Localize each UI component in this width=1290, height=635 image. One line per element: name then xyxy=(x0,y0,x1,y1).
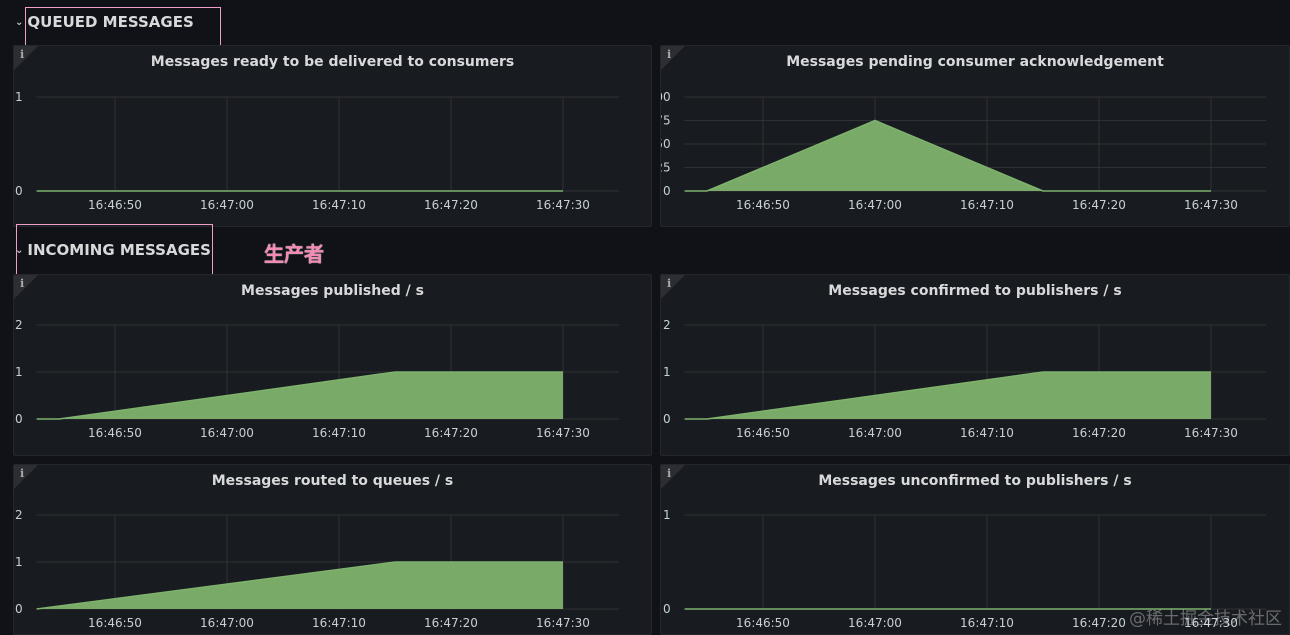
x-tick-label: 16:47:00 xyxy=(848,426,902,440)
chart: 0 1 16:46:50 16:47:00 16:47:10 16:47:20 16:47:… xyxy=(663,508,1266,630)
panel-corner xyxy=(14,46,38,70)
series-line xyxy=(36,561,563,610)
panel-confirmed[interactable]: i Messages confirmed to publishers / s 0… xyxy=(660,274,1290,456)
x-tick-label: 16:47:10 xyxy=(960,616,1014,630)
y-tick-label: 0 xyxy=(15,412,23,426)
x-tick-label: 16:46:50 xyxy=(88,198,142,212)
x-tick-label: 16:47:20 xyxy=(1072,426,1126,440)
watermark: @稀土掘金技术社区 xyxy=(1129,609,1282,629)
y-tick-label: 2 xyxy=(15,508,23,522)
series-area xyxy=(36,372,564,419)
chart: 0 1 2 16:46:50 16:47:00 16:47:10 16:47:20 16:47… xyxy=(15,508,619,630)
y-tick-label: 1 xyxy=(15,365,23,379)
y-tick-label: 1 xyxy=(663,365,671,379)
x-tick-label: 16:46:50 xyxy=(736,198,790,212)
x-tick-label: 16:47:10 xyxy=(312,426,366,440)
x-tick-label: 16:47:10 xyxy=(312,198,366,212)
y-tick-label: 100 xyxy=(661,90,671,104)
y-tick-label: 50 xyxy=(661,137,671,151)
x-tick-label: 16:47:10 xyxy=(960,198,1014,212)
panel-corner xyxy=(661,275,685,299)
series-line xyxy=(684,371,1211,420)
row-header-incoming[interactable]: ⌄ INCOMING MESSAGES xyxy=(15,238,211,262)
x-tick-label: 16:47:20 xyxy=(424,616,478,630)
chart: 0 1 2 16:46:50 16:47:00 16:47:10 16:47:20 16:47… xyxy=(663,318,1266,440)
y-tick-label: 1 xyxy=(15,555,23,569)
y-tick-label: 0 xyxy=(15,184,23,198)
series-area xyxy=(684,120,1211,191)
x-tick-label: 16:47:20 xyxy=(1072,616,1126,630)
x-tick-label: 16:47:30 xyxy=(536,426,590,440)
x-tick-label: 16:47:00 xyxy=(200,616,254,630)
y-tick-label: 75 xyxy=(661,114,671,128)
x-tick-label: 16:46:50 xyxy=(736,426,790,440)
x-tick-label: 16:47:30 xyxy=(1184,198,1238,212)
x-tick-label: 16:47:00 xyxy=(200,198,254,212)
annotation-label: 生产者 xyxy=(264,242,324,266)
x-tick-label: 16:46:50 xyxy=(736,616,790,630)
series-line xyxy=(36,371,563,420)
panel-corner xyxy=(14,465,38,489)
row-title: INCOMING MESSAGES xyxy=(27,241,211,259)
y-tick-label: 25 xyxy=(661,161,671,175)
chevron-down-icon[interactable]: ⌄ xyxy=(15,244,24,256)
panel-title[interactable]: Messages unconfirmed to publishers / s xyxy=(818,473,1132,489)
info-icon[interactable]: i xyxy=(667,467,672,480)
series-area xyxy=(684,372,1211,419)
chevron-down-icon[interactable]: ⌄ xyxy=(15,16,24,28)
info-icon[interactable]: i xyxy=(20,467,25,480)
panel-corner xyxy=(661,465,685,489)
panel-title[interactable]: Messages ready to be delivered to consum… xyxy=(150,54,515,70)
x-tick-label: 16:47:10 xyxy=(312,616,366,630)
x-tick-label: 16:46:50 xyxy=(88,426,142,440)
y-tick-label: 1 xyxy=(663,508,671,522)
x-tick-label: 16:47:00 xyxy=(848,198,902,212)
panel-corner xyxy=(661,46,685,70)
x-tick-label: 16:47:30 xyxy=(536,198,590,212)
y-tick-label: 2 xyxy=(663,318,671,332)
x-tick-label: 16:47:00 xyxy=(200,426,254,440)
row-header-queued[interactable]: ⌄ QUEUED MESSAGES xyxy=(15,10,194,34)
chart: 0 25 50 75 100 16:46:50 16:47:00 16:47:10 16:47:… xyxy=(661,90,1266,212)
row-title: QUEUED MESSAGES xyxy=(27,13,194,31)
panel-published[interactable]: i Messages published / s 0 1 2 16:46:50 16:4… xyxy=(13,274,652,456)
info-icon[interactable]: i xyxy=(20,48,25,61)
panel-title[interactable]: Messages confirmed to publishers / s xyxy=(828,283,1122,299)
y-tick-label: 0 xyxy=(663,602,671,616)
x-tick-label: 16:47:20 xyxy=(1072,198,1126,212)
x-tick-label: 16:47:30 xyxy=(1184,616,1238,630)
panel-unconfirmed[interactable]: i Messages unconfirmed to publishers / s… xyxy=(660,464,1290,635)
panel-title[interactable]: Messages pending consumer acknowledgemen… xyxy=(786,54,1164,70)
y-tick-label: 0 xyxy=(663,184,671,198)
info-icon[interactable]: i xyxy=(20,277,25,290)
x-tick-label: 16:47:20 xyxy=(424,426,478,440)
series-area xyxy=(36,562,564,609)
panel-title[interactable]: Messages published / s xyxy=(241,283,424,299)
y-tick-label: 1 xyxy=(15,90,23,104)
x-tick-label: 16:47:10 xyxy=(960,426,1014,440)
y-tick-label: 0 xyxy=(15,602,23,616)
chart: 0 1 16:46:50 16:47:00 16:47:10 16:47:20 16:47:… xyxy=(15,90,619,212)
y-tick-label: 0 xyxy=(663,412,671,426)
y-tick-label: 2 xyxy=(15,318,23,332)
x-tick-label: 16:47:30 xyxy=(536,616,590,630)
highlight-box xyxy=(25,7,221,46)
chart: 0 1 2 16:46:50 16:47:00 16:47:10 16:47:20 16:47… xyxy=(15,318,619,440)
x-tick-label: 16:47:20 xyxy=(424,198,478,212)
panel-ready[interactable]: i Messages ready to be delivered to cons… xyxy=(13,45,652,227)
panel-title[interactable]: Messages routed to queues / s xyxy=(211,473,454,489)
panel-routed[interactable]: i Messages routed to queues / s 0 1 2 16:46… xyxy=(13,464,652,635)
info-icon[interactable]: i xyxy=(667,48,672,61)
x-tick-label: 16:46:50 xyxy=(88,616,142,630)
series-line xyxy=(684,119,1211,192)
panel-pending[interactable]: i Messages pending consumer acknowledgem… xyxy=(660,45,1290,227)
info-icon[interactable]: i xyxy=(667,277,672,290)
x-tick-label: 16:47:00 xyxy=(848,616,902,630)
x-tick-label: 16:47:30 xyxy=(1184,426,1238,440)
panel-corner xyxy=(14,275,38,299)
